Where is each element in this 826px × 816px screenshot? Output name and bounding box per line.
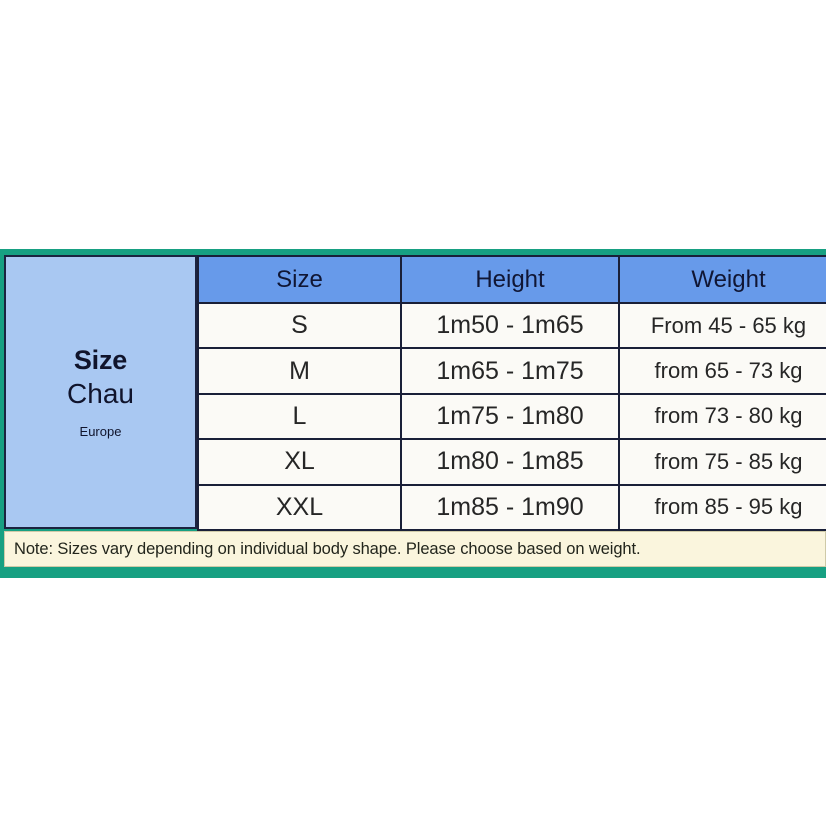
cell-height: 1m75 - 1m80	[400, 392, 620, 441]
cell-size: S	[197, 301, 402, 350]
column-header-size: Size	[197, 255, 402, 304]
cell-size: XXL	[197, 483, 402, 531]
panel-title-primary: Size	[73, 345, 128, 376]
table-body: S 1m50 - 1m65 From 45 - 65 kg M 1m65 - 1…	[197, 301, 826, 531]
table-row: XL 1m80 - 1m85 from 75 - 85 kg	[197, 438, 826, 486]
table-header-row: Size Height Weight	[197, 255, 826, 304]
size-region-panel: Size Chau Europe	[4, 255, 197, 529]
size-chart-table: Size Height Weight S 1m50 - 1m65 From 45…	[197, 255, 826, 531]
size-chart-container: Size Chau Europe Size Height Weight S	[4, 255, 826, 570]
column-header-height: Height	[400, 255, 620, 304]
cell-weight: from 73 - 80 kg	[618, 392, 826, 441]
table-row: S 1m50 - 1m65 From 45 - 65 kg	[197, 301, 826, 350]
cell-height: 1m85 - 1m90	[400, 483, 620, 531]
table-row: M 1m65 - 1m75 from 65 - 73 kg	[197, 347, 826, 395]
panel-title-secondary: Chau	[67, 377, 134, 409]
panel-subtitle-region: Europe	[79, 423, 122, 439]
table-head: Size Height Weight	[197, 255, 826, 304]
column-header-weight: Weight	[618, 255, 826, 304]
cell-size: L	[197, 392, 402, 441]
cell-height: 1m80 - 1m85	[400, 438, 620, 486]
cell-weight: From 45 - 65 kg	[618, 301, 826, 350]
table-row: L 1m75 - 1m80 from 73 - 80 kg	[197, 392, 826, 441]
size-note-text: Note: Sizes vary depending on individual…	[14, 539, 641, 558]
cell-size: M	[197, 347, 402, 395]
cell-weight: from 75 - 85 kg	[618, 438, 826, 486]
cell-weight: from 85 - 95 kg	[618, 483, 826, 531]
table-row: XXL 1m85 - 1m90 from 85 - 95 kg	[197, 483, 826, 531]
size-note-banner: Note: Sizes vary depending on individual…	[4, 531, 826, 567]
cell-size: XL	[197, 438, 402, 486]
cell-height: 1m65 - 1m75	[400, 347, 620, 395]
cell-weight: from 65 - 73 kg	[618, 347, 826, 395]
cell-height: 1m50 - 1m65	[400, 301, 620, 350]
